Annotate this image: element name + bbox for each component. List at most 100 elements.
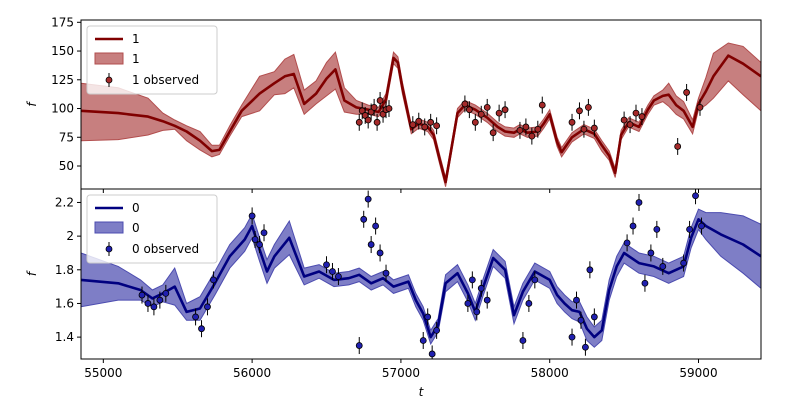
axes-frame [80,188,762,360]
y-tick-label: 1.6 [55,296,74,310]
y-tick-label: 2.2 [55,195,74,209]
legend-label: 1 [132,52,140,66]
bottom-panel: 1.4 1.6 1.8 2 2.2 55000 56000 57000 58000 59000 f t… [25,188,762,399]
legend-marker-swatch [105,245,113,253]
observed-point [632,109,640,117]
observed-point [248,212,256,220]
observed-point [364,195,372,203]
observed-point [531,276,539,284]
observed-point [635,199,643,206]
observed-point [582,343,589,351]
observed-point [525,300,533,307]
observed-point [674,143,682,150]
observed-point [198,325,205,333]
observed-point [162,289,170,297]
legend-box [86,194,218,264]
y-tick-label: 150 [51,44,74,58]
y-axis-label: f [25,270,39,276]
y-axis-label: f [25,101,39,107]
observed-point [659,263,667,270]
x-tick-label: 58000 [531,366,569,380]
y-tick-label: 125 [51,73,74,87]
legend-band-swatch [94,52,124,65]
observed-point [373,118,381,126]
observed-point [495,109,503,117]
top-panel: 50 75 100 125 150 175 f 1 1 1 observed [25,15,762,193]
observed-point [428,350,436,358]
observed-point [698,222,705,230]
observed-point [584,103,592,111]
observed-point [568,118,576,126]
observed-point [256,241,263,248]
x-tick-label: 56000 [233,366,271,380]
observed-point [653,225,661,233]
observed-point [370,103,378,111]
model-mean-line [81,54,761,184]
observed-point [210,276,217,284]
observed-point [483,296,491,304]
observed-point [156,296,164,304]
observed-point [419,337,427,344]
observed-point [138,291,146,299]
observed-point [329,268,336,275]
y-tick-label: 100 [51,102,74,116]
y-tick-label: 50 [59,159,74,173]
observed-point [489,129,497,137]
observed-point [335,273,342,280]
observed-point [409,121,417,129]
observed-point [528,132,536,140]
observed-point [424,313,432,321]
observed-point [538,101,546,109]
observed-point [421,123,429,131]
x-tick-label: 59000 [679,366,717,380]
y-tick-label: 2 [66,229,74,243]
observed-point [680,259,688,267]
observed-point [323,261,330,269]
observed-point [355,118,363,126]
observed-point [360,215,368,223]
observed-point [355,342,363,349]
legend-band-swatch [94,221,124,234]
y-tick-label: 1.8 [55,263,74,277]
observed-point [144,300,152,307]
observed-point [471,118,479,126]
observed-point [427,118,435,126]
observed-point [590,313,598,321]
observed-point [573,296,580,304]
observed-point [385,105,393,112]
observed-point [204,303,211,311]
observed-point [433,326,441,334]
observed-point [620,116,628,124]
plot-area [81,42,761,187]
observed-point [580,125,588,133]
observed-point [367,241,375,248]
observed-point [696,103,704,111]
observed-point [468,276,476,284]
observed-point [577,316,585,324]
observed-point [433,122,441,130]
observed-point [465,106,473,114]
observed-point [647,249,655,257]
observed-point [568,333,576,341]
observed-point [641,279,649,287]
observed-point [477,284,485,292]
observed-point [364,116,372,124]
observed-point [692,192,699,200]
observed-point [576,107,583,115]
legend-label: 0 [132,201,140,215]
observed-point [501,106,509,114]
observed-point [638,113,646,120]
observed-point [150,303,158,311]
x-tick-label: 57000 [382,366,420,380]
observed-point [376,97,384,104]
x-tick-label: 55000 [84,366,122,380]
observed-point [372,222,380,230]
plot-area [81,189,761,359]
legend-marker-swatch [105,76,113,84]
observed-point [590,124,598,132]
observed-point [483,103,491,111]
observed-point [376,249,384,257]
y-tick-label: 175 [51,15,74,29]
observed-point [473,308,481,316]
